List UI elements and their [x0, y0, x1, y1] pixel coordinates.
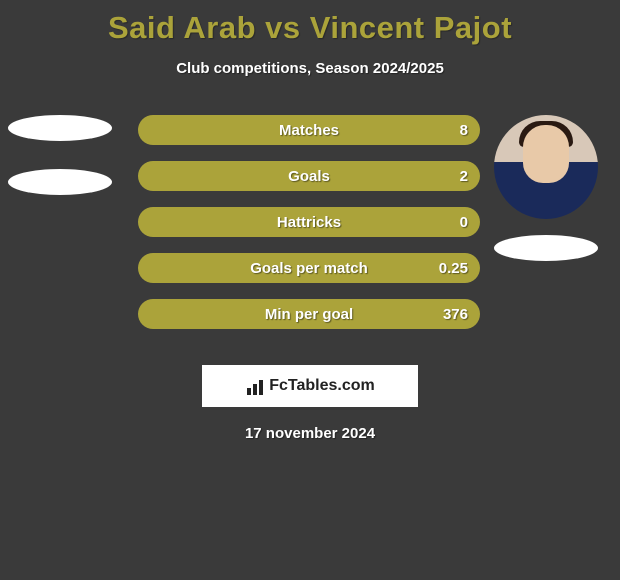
player-right-ellipse: [494, 235, 598, 261]
date-text: 17 november 2024: [0, 425, 620, 442]
stat-label: Matches: [138, 122, 480, 139]
stat-value-right: 0.25: [439, 260, 468, 277]
player-left-ellipse-2: [8, 169, 112, 195]
stat-label: Goals: [138, 168, 480, 185]
stat-bar-hattricks: Hattricks 0: [138, 207, 480, 237]
stat-bars: Matches 8 Goals 2 Hattricks 0 Goals per …: [138, 115, 480, 345]
player-right-avatar: [494, 115, 598, 219]
avatar-face: [523, 125, 569, 183]
stat-value-right: 376: [443, 306, 468, 323]
stat-bar-matches: Matches 8: [138, 115, 480, 145]
subtitle: Club competitions, Season 2024/2025: [0, 60, 620, 77]
player-right-block: [494, 115, 598, 261]
stat-label: Goals per match: [138, 260, 480, 277]
stat-value-right: 2: [460, 168, 468, 185]
player-left-block: [8, 115, 112, 195]
comparison-chart: Matches 8 Goals 2 Hattricks 0 Goals per …: [0, 115, 620, 345]
stat-value-right: 0: [460, 214, 468, 231]
stat-label: Min per goal: [138, 306, 480, 323]
stat-bar-min-per-goal: Min per goal 376: [138, 299, 480, 329]
stat-bar-goals-per-match: Goals per match 0.25: [138, 253, 480, 283]
stat-bar-goals: Goals 2: [138, 161, 480, 191]
stat-value-right: 8: [460, 122, 468, 139]
player-left-ellipse-1: [8, 115, 112, 141]
bar-chart-icon: [245, 377, 265, 395]
brand-box: FcTables.com: [202, 365, 418, 407]
brand-text: FcTables.com: [269, 377, 375, 395]
stat-label: Hattricks: [138, 214, 480, 231]
page-title: Said Arab vs Vincent Pajot: [0, 0, 620, 46]
